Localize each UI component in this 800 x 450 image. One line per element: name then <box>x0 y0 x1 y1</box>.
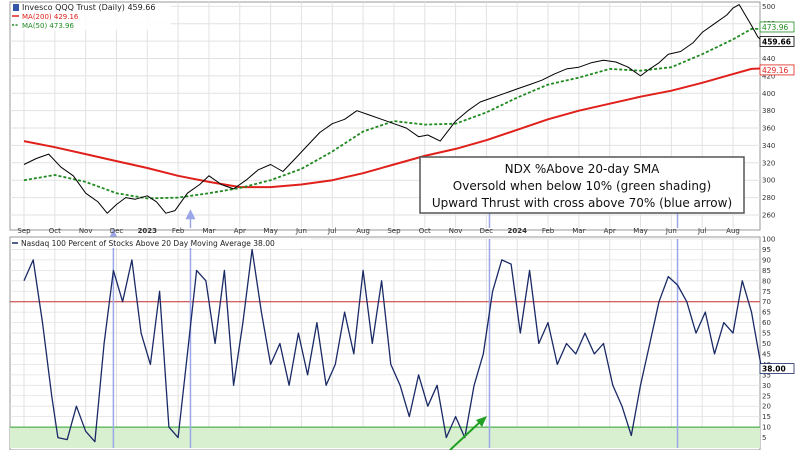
breadth-last-value-text: 38.00 <box>762 365 786 374</box>
x-tick-label: Jul <box>327 227 337 235</box>
breadth-panel: 5101520253035404550556065707580859095100… <box>9 236 795 450</box>
x-tick-label: Jun <box>295 227 307 235</box>
ma200-legend-label: MA(200) 429.16 <box>22 13 79 21</box>
price-y-tick-label: 360 <box>762 125 775 133</box>
x-tick-labels: Sep Oct Nov Dec 2023 Feb Mar Apr May Jun Jul Aug Sep… <box>17 227 739 235</box>
x-tick-label: Aug <box>356 227 370 235</box>
thrust-arrow-head <box>185 209 196 220</box>
breadth-y-tick-label: 50 <box>762 340 771 348</box>
breadth-legend: Nasdaq 100 Percent of Stocks Above 20 Da… <box>11 238 311 248</box>
x-tick-label: Mar <box>202 227 215 235</box>
price-y-tick-label: 420 <box>762 72 775 80</box>
price-y-tick-label: 320 <box>762 159 775 167</box>
breadth-y-tick-label: 10 <box>762 424 771 432</box>
price-y-tick-label: 340 <box>762 142 775 150</box>
price-legend: Invesco QQQ Trust (Daily) 459.66 MA(200)… <box>11 3 171 30</box>
price-y-tick-label: 500 <box>762 3 775 11</box>
x-tick-label: Mar <box>572 227 585 235</box>
breadth-last-value-label: 38.00 <box>759 363 795 374</box>
breadth-gridlines <box>10 238 760 448</box>
breadth-last-value-box <box>759 363 795 374</box>
breadth-y-tick-label: 90 <box>762 256 771 264</box>
x-tick-label: Oct <box>49 227 61 235</box>
x-tick-label: May <box>263 227 277 235</box>
x-tick-label: Nov <box>79 227 93 235</box>
price-last-value-label: 459.66 <box>762 37 791 46</box>
breadth-y-tick-label: 25 <box>762 392 771 400</box>
breadth-y-tick-label: 45 <box>762 350 771 358</box>
price-y-tick-label: 300 <box>762 177 775 185</box>
breadth-y-tick-label: 85 <box>762 267 771 275</box>
qqq-price-line <box>23 4 771 214</box>
breadth-y-tick-label: 5 <box>762 434 766 442</box>
x-tick-label: Apr <box>234 227 246 235</box>
annotation-line-3: Upward Thrust with cross above 70% (blue… <box>432 196 732 210</box>
price-last-value-label: 429.16 <box>762 66 788 75</box>
price-y-tick-label: 380 <box>762 107 775 115</box>
breadth-y-tick-label: 55 <box>762 330 771 338</box>
price-last-value-labels: 473.96 459.66 429.16 <box>759 21 795 76</box>
price-y-tick-label: 400 <box>762 90 775 98</box>
ma50-legend-label: MA(50) 473.96 <box>22 22 74 30</box>
breadth-y-tick-label: 100 <box>762 236 775 244</box>
green-arrow-icon <box>449 416 487 450</box>
price-last-value-box <box>759 64 795 76</box>
breadth-y-tick-label: 60 <box>762 319 771 327</box>
x-tick-label: Jul <box>697 227 707 235</box>
x-tick-label: Dec <box>480 227 494 235</box>
breadth-y-tick-label: 75 <box>762 288 771 296</box>
annotation-line-2: Oversold when below 10% (green shading) <box>453 179 711 193</box>
price-panel: 260280300320340360380400420440460480500 … <box>9 1 795 240</box>
breadth-y-tick-label: 65 <box>762 309 771 317</box>
breadth-line <box>23 248 771 443</box>
breadth-y-tick-label: 95 <box>762 246 771 254</box>
price-series <box>23 4 771 214</box>
breadth-y-tick-labels: 5101520253035404550556065707580859095100 <box>762 236 775 443</box>
x-tick-label: Nov <box>449 227 463 235</box>
price-last-value-box <box>759 36 795 47</box>
x-tick-label: Sep <box>387 227 401 235</box>
x-tick-label: 2024 <box>507 227 527 235</box>
x-tick-label: May <box>633 227 647 235</box>
price-y-tick-label: 280 <box>762 194 775 202</box>
breadth-series <box>23 248 771 443</box>
breadth-y-tick-label: 30 <box>762 382 771 390</box>
x-tick-label: Feb <box>172 227 185 235</box>
ma200-line <box>23 67 771 189</box>
annotation-box: NDX %Above 20-day SMA Oversold when belo… <box>419 156 745 214</box>
x-tick-label: Feb <box>542 227 555 235</box>
x-tick-label: Aug <box>726 227 740 235</box>
breadth-reference-lines <box>10 301 760 448</box>
breadth-y-tick-label: 15 <box>762 413 771 421</box>
price-y-tick-label: 260 <box>762 211 775 219</box>
x-tick-label: 2023 <box>138 227 158 235</box>
price-last-value-label: 473.96 <box>762 23 788 32</box>
x-tick-label: Dec <box>110 227 124 235</box>
annotation-line-1: NDX %Above 20-day SMA <box>505 162 661 176</box>
x-tick-label: Sep <box>17 227 31 235</box>
price-chart-title: Invesco QQQ Trust (Daily) 459.66 <box>22 3 155 12</box>
breadth-y-tick-label: 35 <box>762 371 771 379</box>
price-y-tick-label: 440 <box>762 55 775 63</box>
price-last-value-box <box>759 21 795 33</box>
x-tick-label: Jun <box>665 227 677 235</box>
price-gridlines <box>10 2 760 228</box>
oversold-shading <box>10 427 760 448</box>
breadth-y-tick-label: 70 <box>762 298 771 306</box>
x-tick-label: Apr <box>604 227 616 235</box>
x-tick-label: Oct <box>419 227 431 235</box>
breadth-y-tick-label: 80 <box>762 277 771 285</box>
breadth-y-tick-label: 20 <box>762 403 771 411</box>
breadth-chart-title: Nasdaq 100 Percent of Stocks Above 20 Da… <box>21 239 275 248</box>
price-symbol-icon <box>13 4 19 11</box>
ma50-line <box>23 28 770 200</box>
